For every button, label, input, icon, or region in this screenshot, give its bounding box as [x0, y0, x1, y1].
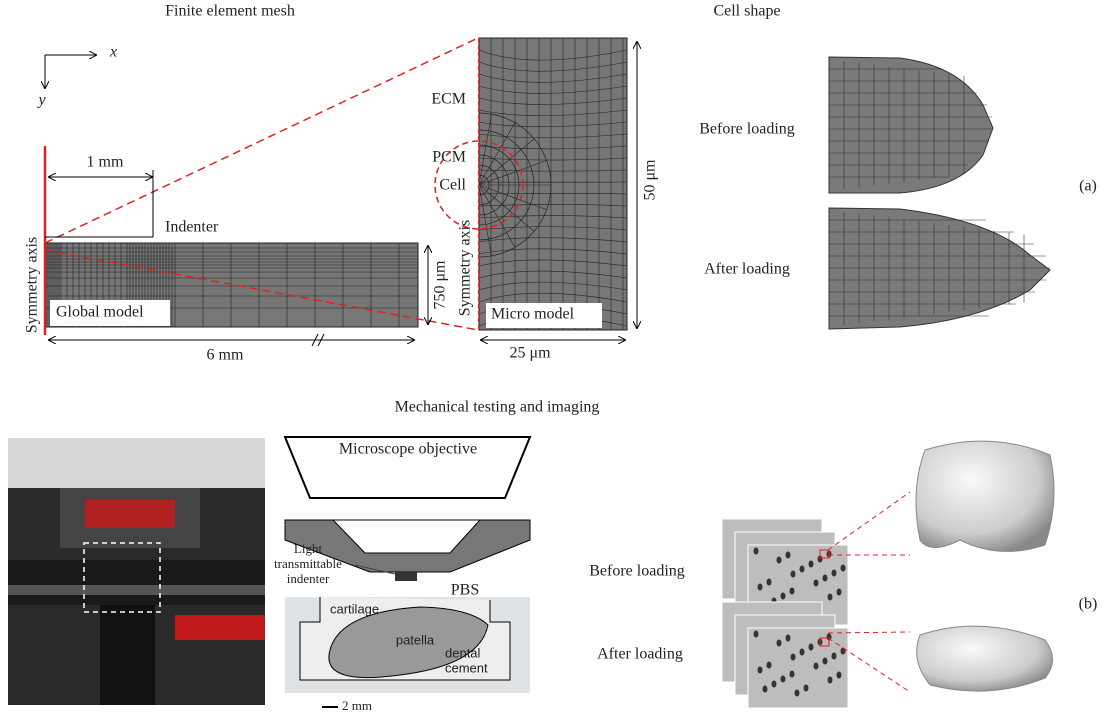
- label: Before loading: [589, 563, 685, 580]
- label: Cell: [439, 177, 466, 194]
- panel-label: (a): [1079, 178, 1097, 195]
- label: cartilage: [330, 601, 379, 616]
- dimension-label: 25 μm: [509, 345, 551, 362]
- nucleus: [823, 575, 828, 582]
- cell-shape: [829, 208, 1050, 329]
- nucleus: [754, 548, 759, 555]
- label: After loading: [704, 261, 790, 278]
- dimension-label: 1 mm: [87, 154, 124, 171]
- label: cement: [445, 660, 488, 675]
- cell-render: [917, 626, 1053, 691]
- nucleus: [758, 584, 763, 591]
- nucleus: [786, 635, 791, 642]
- photo: [8, 438, 265, 705]
- nucleus: [837, 672, 842, 679]
- label: Indenter: [165, 219, 219, 236]
- nucleus: [814, 580, 819, 587]
- nucleus: [832, 570, 837, 577]
- nucleus: [790, 671, 795, 678]
- nucleus: [786, 552, 791, 559]
- label: After loading: [597, 646, 683, 663]
- label: ECM: [431, 91, 466, 108]
- nucleus: [828, 594, 833, 601]
- label: patella: [396, 632, 435, 647]
- nucleus: [809, 644, 814, 651]
- nucleus: [790, 588, 795, 595]
- cell-render: [916, 441, 1054, 551]
- label: dental: [445, 645, 481, 660]
- label: Microscope objective: [339, 441, 477, 458]
- nucleus: [781, 593, 786, 600]
- label: PCM: [432, 149, 466, 166]
- zoom-line: [828, 492, 910, 550]
- nucleus: [754, 631, 759, 638]
- nucleus: [828, 677, 833, 684]
- nucleus: [777, 557, 782, 564]
- nucleus: [763, 686, 768, 693]
- label: Micro model: [491, 306, 575, 323]
- nucleus: [795, 690, 800, 697]
- dimension-label: 750 μm: [432, 260, 449, 310]
- nucleus: [814, 663, 819, 670]
- nucleus: [800, 649, 805, 656]
- figure: Finite element mesh Cell shape x y 1 mm …: [0, 0, 1105, 721]
- meshes: [45, 38, 627, 330]
- title: Cell shape: [713, 3, 780, 20]
- label: Symmetry axis: [24, 237, 41, 333]
- axis-label: x: [109, 44, 117, 61]
- panel-label: (b): [1079, 596, 1098, 613]
- nucleus: [781, 676, 786, 683]
- nucleus: [832, 653, 837, 660]
- label: Light: [294, 541, 323, 556]
- nucleus: [809, 561, 814, 568]
- dimension-label: 50 μm: [642, 159, 659, 201]
- nucleus: [837, 589, 842, 596]
- label: transmittable: [274, 556, 342, 571]
- label: Symmetry axis: [457, 220, 474, 316]
- label: PBS: [451, 582, 479, 599]
- title: Finite element mesh: [165, 3, 295, 20]
- nucleus: [767, 662, 772, 669]
- nucleus: [777, 640, 782, 647]
- nucleus: [841, 565, 846, 572]
- dimension-label: 6 mm: [207, 347, 244, 364]
- nucleus: [772, 681, 777, 688]
- nucleus: [823, 658, 828, 665]
- mesh: [479, 38, 627, 330]
- title: Mechanical testing and imaging: [395, 399, 600, 416]
- cell-shape: [829, 57, 993, 193]
- nucleus: [791, 654, 796, 661]
- nucleus: [804, 685, 809, 692]
- nucleus: [758, 667, 763, 674]
- axes-glyph: [45, 55, 96, 88]
- nucleus: [791, 571, 796, 578]
- nucleus: [800, 566, 805, 573]
- axis-label: y: [36, 92, 46, 109]
- label: 2 mm: [342, 698, 372, 713]
- nucleus: [767, 579, 772, 586]
- label: Global model: [56, 304, 144, 321]
- zoom-line: [45, 38, 478, 243]
- label: indenter: [287, 571, 330, 586]
- label: Before loading: [699, 121, 795, 138]
